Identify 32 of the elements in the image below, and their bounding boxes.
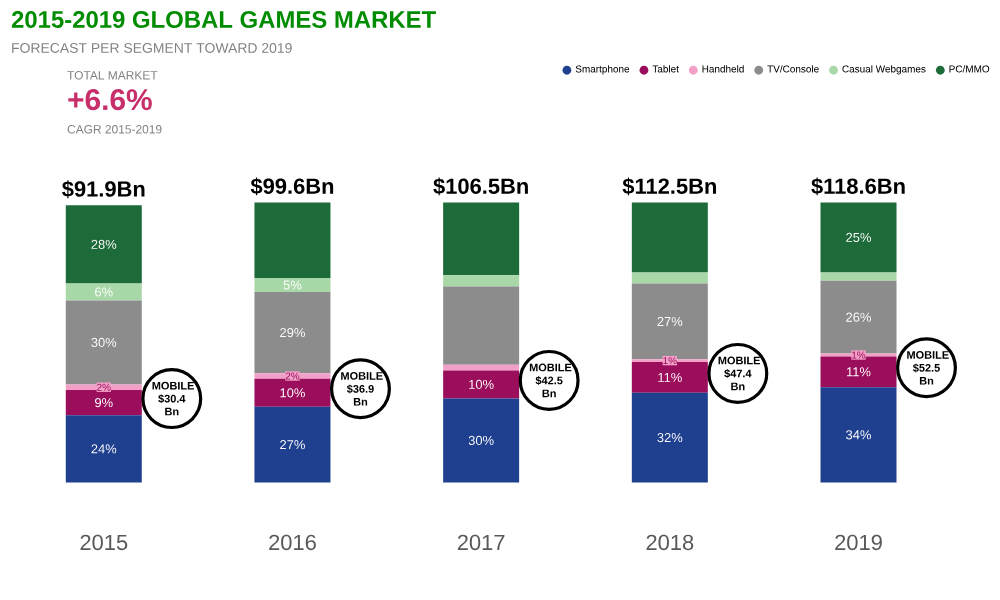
text: +6.6%	[68, 89, 152, 111]
x-tick-label: 2015	[80, 534, 128, 551]
bar	[820, 272, 897, 281]
x-tick-label: 2018	[646, 534, 694, 551]
bar	[254, 406, 331, 483]
annotation: $99.6Bn	[250, 177, 334, 196]
x-tick-label: 2019	[835, 534, 882, 551]
bar	[443, 286, 520, 365]
bar	[254, 292, 331, 374]
bar	[631, 392, 708, 483]
bar	[631, 272, 708, 284]
bar	[820, 387, 897, 483]
bar	[631, 202, 708, 273]
annotation: $91.9Bn	[62, 180, 145, 199]
bar	[65, 205, 142, 284]
bar	[631, 283, 708, 360]
bar	[820, 202, 897, 273]
bar	[443, 202, 520, 276]
x-tick-label: 2017	[457, 534, 505, 551]
bar	[820, 280, 897, 354]
bar	[443, 275, 520, 287]
bar	[443, 398, 520, 483]
bar	[65, 283, 142, 301]
annotation: $106.5Bn	[433, 177, 528, 196]
chart-title: 2015-2019 GLOBAL GAMES MARKET	[11, 11, 436, 28]
bar	[254, 278, 331, 292]
bar	[65, 300, 142, 385]
bar	[254, 202, 331, 278]
x-tick-label: 2016	[269, 534, 316, 551]
bar	[65, 415, 142, 483]
annotation: $118.6Bn	[811, 177, 905, 196]
annotation: $112.5Bn	[622, 177, 716, 196]
